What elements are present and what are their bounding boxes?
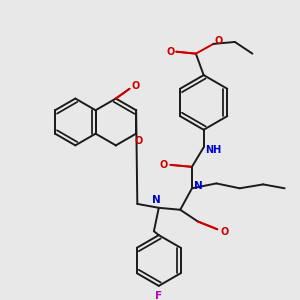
Text: O: O: [160, 160, 168, 170]
Text: O: O: [214, 36, 222, 46]
Text: N: N: [152, 195, 161, 205]
Text: F: F: [155, 291, 162, 300]
Text: O: O: [135, 136, 143, 146]
Text: O: O: [220, 227, 228, 237]
Text: NH: NH: [205, 145, 221, 155]
Text: N: N: [194, 181, 203, 191]
Text: O: O: [167, 47, 175, 57]
Text: O: O: [131, 81, 140, 91]
